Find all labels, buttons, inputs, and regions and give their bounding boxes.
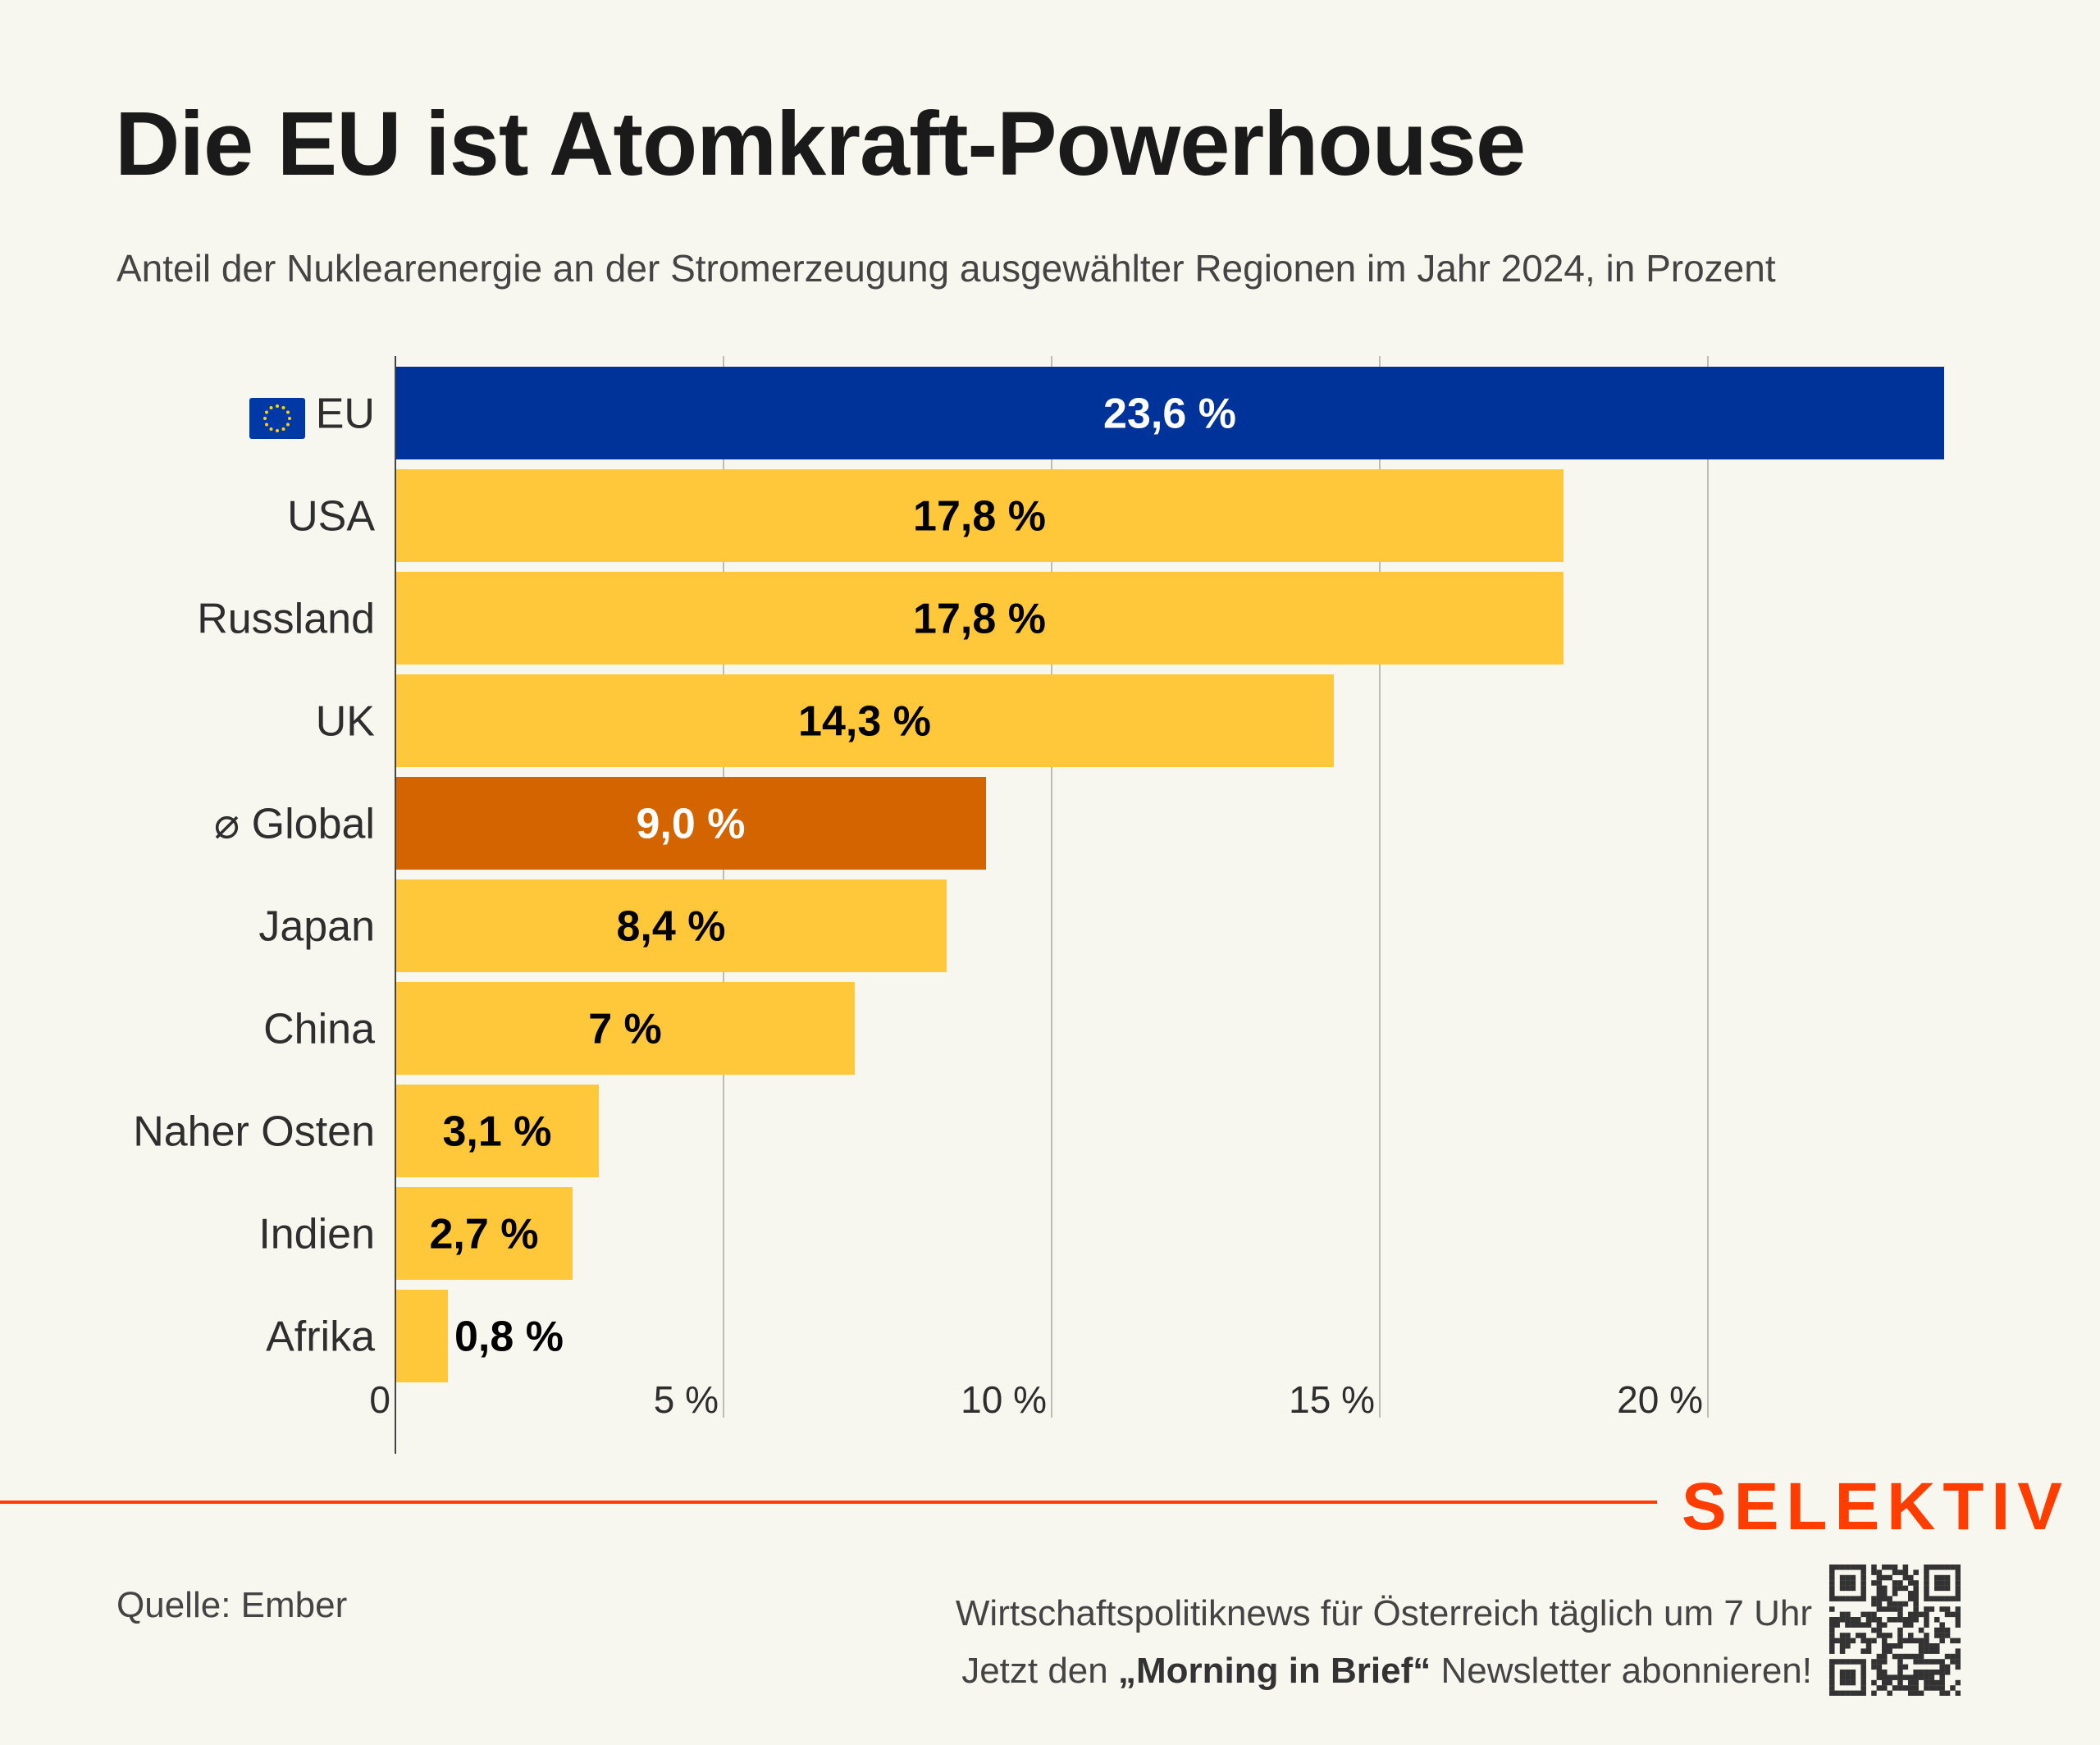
bar — [395, 1290, 448, 1382]
brand-logo: SELEKTIV — [1682, 1469, 2070, 1544]
promo-text: Jetzt den — [961, 1651, 1118, 1691]
category-label: Afrika — [266, 1313, 375, 1361]
eu-flag-icon — [249, 398, 305, 439]
divider-line — [0, 1501, 1657, 1504]
value-label: 3,1 % — [443, 1108, 552, 1156]
promo-line-1: Wirtschaftspolitiknews für Österreich tä… — [955, 1593, 1812, 1633]
bar — [395, 1187, 573, 1280]
newsletter-promo: Wirtschaftspolitiknews für Österreich tä… — [956, 1585, 1812, 1700]
x-tick-label: 0 — [369, 1378, 390, 1421]
bar — [395, 777, 986, 870]
bar — [395, 1085, 599, 1177]
x-tick-label: 20 % — [1617, 1378, 1703, 1421]
bar — [395, 572, 1564, 665]
bar — [395, 879, 947, 972]
value-label: 23,6 % — [1103, 391, 1236, 438]
value-label: 7 % — [588, 1006, 662, 1053]
bar — [395, 367, 1944, 459]
category-label: UK — [316, 698, 376, 746]
value-label: 17,8 % — [913, 493, 1046, 541]
x-tick-label: 10 % — [961, 1378, 1047, 1421]
category-label: USA — [287, 493, 375, 541]
value-label: 2,7 % — [430, 1211, 539, 1259]
promo-text: Newsletter abonnieren! — [1431, 1651, 1813, 1691]
value-label: 9,0 % — [637, 801, 746, 848]
promo-line-2[interactable]: Jetzt den „Morning in Brief“ Newsletter … — [956, 1642, 1812, 1700]
x-tick-label: 15 % — [1289, 1378, 1375, 1421]
category-label: China — [263, 1006, 375, 1053]
bar — [395, 469, 1564, 562]
value-label: 8,4 % — [617, 903, 726, 951]
category-label: ⌀ Global — [214, 801, 375, 848]
category-label: Naher Osten — [133, 1108, 375, 1156]
chart-title: Die EU ist Atomkraft-Powerhouse — [115, 94, 1526, 194]
qr-code-icon[interactable] — [1829, 1565, 1961, 1696]
value-label: 0,8 % — [454, 1313, 564, 1361]
value-label: 17,8 % — [913, 596, 1046, 643]
category-label: Japan — [258, 903, 375, 951]
category-label: Indien — [258, 1211, 375, 1259]
category-label: EU — [316, 391, 375, 438]
bar-chart: 0 5 % 10 % 15 % 20 % EU 23,6 % USA 17,8 % Russlan… — [133, 356, 1944, 1454]
chart-subtitle: Anteil der Nuklearenergie an der Stromer… — [116, 247, 1776, 290]
newsletter-name: „Morning in Brief“ — [1117, 1651, 1431, 1691]
bar — [395, 674, 1334, 767]
bar — [395, 982, 855, 1075]
source-note: Quelle: Ember — [116, 1585, 348, 1625]
value-label: 14,3 % — [798, 698, 931, 746]
category-label: Russland — [197, 596, 375, 643]
x-tick-label: 5 % — [654, 1378, 719, 1421]
